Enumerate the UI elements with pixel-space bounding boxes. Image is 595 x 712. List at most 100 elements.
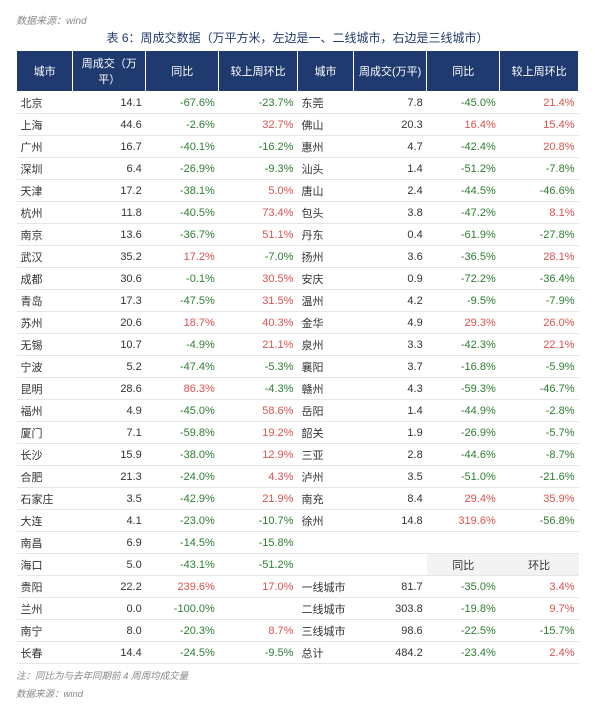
sum-city: 三线城市 bbox=[297, 620, 353, 642]
city-l: 长沙 bbox=[17, 444, 73, 466]
yoy-l: -40.5% bbox=[146, 202, 219, 224]
table-row: 南宁8.0-20.3%8.7%三线城市98.6-22.5%-15.7% bbox=[17, 620, 579, 642]
table-caption: 表 6：周成交数据（万平方米，左边是一、二线城市，右边是三线城市） bbox=[16, 29, 579, 46]
wow-r: -5.7% bbox=[500, 422, 579, 444]
vol-r: 2.4 bbox=[354, 180, 427, 202]
table-row: 合肥21.3-24.0%4.3%泸州3.5-51.0%-21.6% bbox=[17, 466, 579, 488]
vol-l: 6.9 bbox=[73, 532, 146, 554]
city-l: 贵阳 bbox=[17, 576, 73, 598]
wow-l: 58.6% bbox=[219, 400, 298, 422]
sum-hdr-wow: 环比 bbox=[500, 554, 579, 576]
wow-r: 26.0% bbox=[500, 312, 579, 334]
table-row: 广州16.7-40.1%-16.2%惠州4.7-42.4%20.8% bbox=[17, 136, 579, 158]
vol-l: 8.0 bbox=[73, 620, 146, 642]
yoy-l: -47.4% bbox=[146, 356, 219, 378]
wow-r: -5.9% bbox=[500, 356, 579, 378]
city-r: 泸州 bbox=[297, 466, 353, 488]
vol-r: 4.9 bbox=[354, 312, 427, 334]
yoy-r: -42.3% bbox=[427, 334, 500, 356]
wow-r: -46.6% bbox=[500, 180, 579, 202]
city-r: 丹东 bbox=[297, 224, 353, 246]
yoy-l: -45.0% bbox=[146, 400, 219, 422]
city-l: 青岛 bbox=[17, 290, 73, 312]
sum-wow: 2.4% bbox=[500, 642, 579, 664]
wow-l: 73.4% bbox=[219, 202, 298, 224]
yoy-r: 16.4% bbox=[427, 114, 500, 136]
yoy-r: -51.0% bbox=[427, 466, 500, 488]
vol-l: 17.2 bbox=[73, 180, 146, 202]
city-r: 惠州 bbox=[297, 136, 353, 158]
wow-l: 4.3% bbox=[219, 466, 298, 488]
city-l: 石家庄 bbox=[17, 488, 73, 510]
wow-r: -7.8% bbox=[500, 158, 579, 180]
vol-l: 3.5 bbox=[73, 488, 146, 510]
vol-l: 11.8 bbox=[73, 202, 146, 224]
city-l: 合肥 bbox=[17, 466, 73, 488]
yoy-l: -0.1% bbox=[146, 268, 219, 290]
sum-wow: -15.7% bbox=[500, 620, 579, 642]
transactions-table: 城市 周成交（万平） 同比 较上周环比 城市 周成交(万平) 同比 较上周环比 … bbox=[16, 50, 579, 664]
yoy-r: -9.5% bbox=[427, 290, 500, 312]
wow-r: -46.7% bbox=[500, 378, 579, 400]
sum-vol: 484.2 bbox=[354, 642, 427, 664]
city-r: 岳阳 bbox=[297, 400, 353, 422]
yoy-l: -38.0% bbox=[146, 444, 219, 466]
city-r: 韶关 bbox=[297, 422, 353, 444]
wow-l: 19.2% bbox=[219, 422, 298, 444]
vol-l: 10.7 bbox=[73, 334, 146, 356]
wow-r: -8.7% bbox=[500, 444, 579, 466]
vol-l: 0.0 bbox=[73, 598, 146, 620]
city-r: 安庆 bbox=[297, 268, 353, 290]
table-row: 石家庄3.5-42.9%21.9%南充8.429.4%35.9% bbox=[17, 488, 579, 510]
top-source: 数据来源：wind bbox=[16, 12, 579, 27]
sum-city: 二线城市 bbox=[297, 598, 353, 620]
yoy-l: -38.1% bbox=[146, 180, 219, 202]
city-r: 金华 bbox=[297, 312, 353, 334]
yoy-l: -14.5% bbox=[146, 532, 219, 554]
city-r: 东莞 bbox=[297, 92, 353, 114]
yoy-r: -72.2% bbox=[427, 268, 500, 290]
vol-l: 21.3 bbox=[73, 466, 146, 488]
blank bbox=[297, 554, 353, 576]
sum-vol: 98.6 bbox=[354, 620, 427, 642]
vol-l: 44.6 bbox=[73, 114, 146, 136]
wow-l: -7.0% bbox=[219, 246, 298, 268]
city-r: 汕头 bbox=[297, 158, 353, 180]
sum-city: 一线城市 bbox=[297, 576, 353, 598]
vol-r: 4.2 bbox=[354, 290, 427, 312]
wow-l: -23.7% bbox=[219, 92, 298, 114]
wow-r: 35.9% bbox=[500, 488, 579, 510]
yoy-l: -40.1% bbox=[146, 136, 219, 158]
vol-r: 14.8 bbox=[354, 510, 427, 532]
city-l: 北京 bbox=[17, 92, 73, 114]
vol-r: 3.5 bbox=[354, 466, 427, 488]
vol-l: 7.1 bbox=[73, 422, 146, 444]
table-row: 长春14.4-24.5%-9.5%总计484.2-23.4%2.4% bbox=[17, 642, 579, 664]
yoy-r: -44.6% bbox=[427, 444, 500, 466]
vol-r: 8.4 bbox=[354, 488, 427, 510]
table-row: 杭州11.8-40.5%73.4%包头3.8-47.2%8.1% bbox=[17, 202, 579, 224]
wow-l: 31.5% bbox=[219, 290, 298, 312]
table-row: 成都30.6-0.1%30.5%安庆0.9-72.2%-36.4% bbox=[17, 268, 579, 290]
hdr-yoy-r: 同比 bbox=[427, 51, 500, 92]
yoy-r: -44.5% bbox=[427, 180, 500, 202]
yoy-l: -42.9% bbox=[146, 488, 219, 510]
yoy-l: -67.6% bbox=[146, 92, 219, 114]
yoy-l: -2.6% bbox=[146, 114, 219, 136]
vol-r: 1.9 bbox=[354, 422, 427, 444]
city-l: 长春 bbox=[17, 642, 73, 664]
yoy-l: -43.1% bbox=[146, 554, 219, 576]
wow-l: 21.9% bbox=[219, 488, 298, 510]
yoy-l: -24.0% bbox=[146, 466, 219, 488]
yoy-l: 17.2% bbox=[146, 246, 219, 268]
city-l: 无锡 bbox=[17, 334, 73, 356]
header-row: 城市 周成交（万平） 同比 较上周环比 城市 周成交(万平) 同比 较上周环比 bbox=[17, 51, 579, 92]
blank bbox=[297, 532, 353, 554]
table-row: 无锡10.7-4.9%21.1%泉州3.3-42.3%22.1% bbox=[17, 334, 579, 356]
wow-r: -21.6% bbox=[500, 466, 579, 488]
yoy-l: -4.9% bbox=[146, 334, 219, 356]
sum-city: 总计 bbox=[297, 642, 353, 664]
vol-l: 5.0 bbox=[73, 554, 146, 576]
hdr-wow-r: 较上周环比 bbox=[500, 51, 579, 92]
table-row: 上海44.6-2.6%32.7%佛山20.316.4%15.4% bbox=[17, 114, 579, 136]
